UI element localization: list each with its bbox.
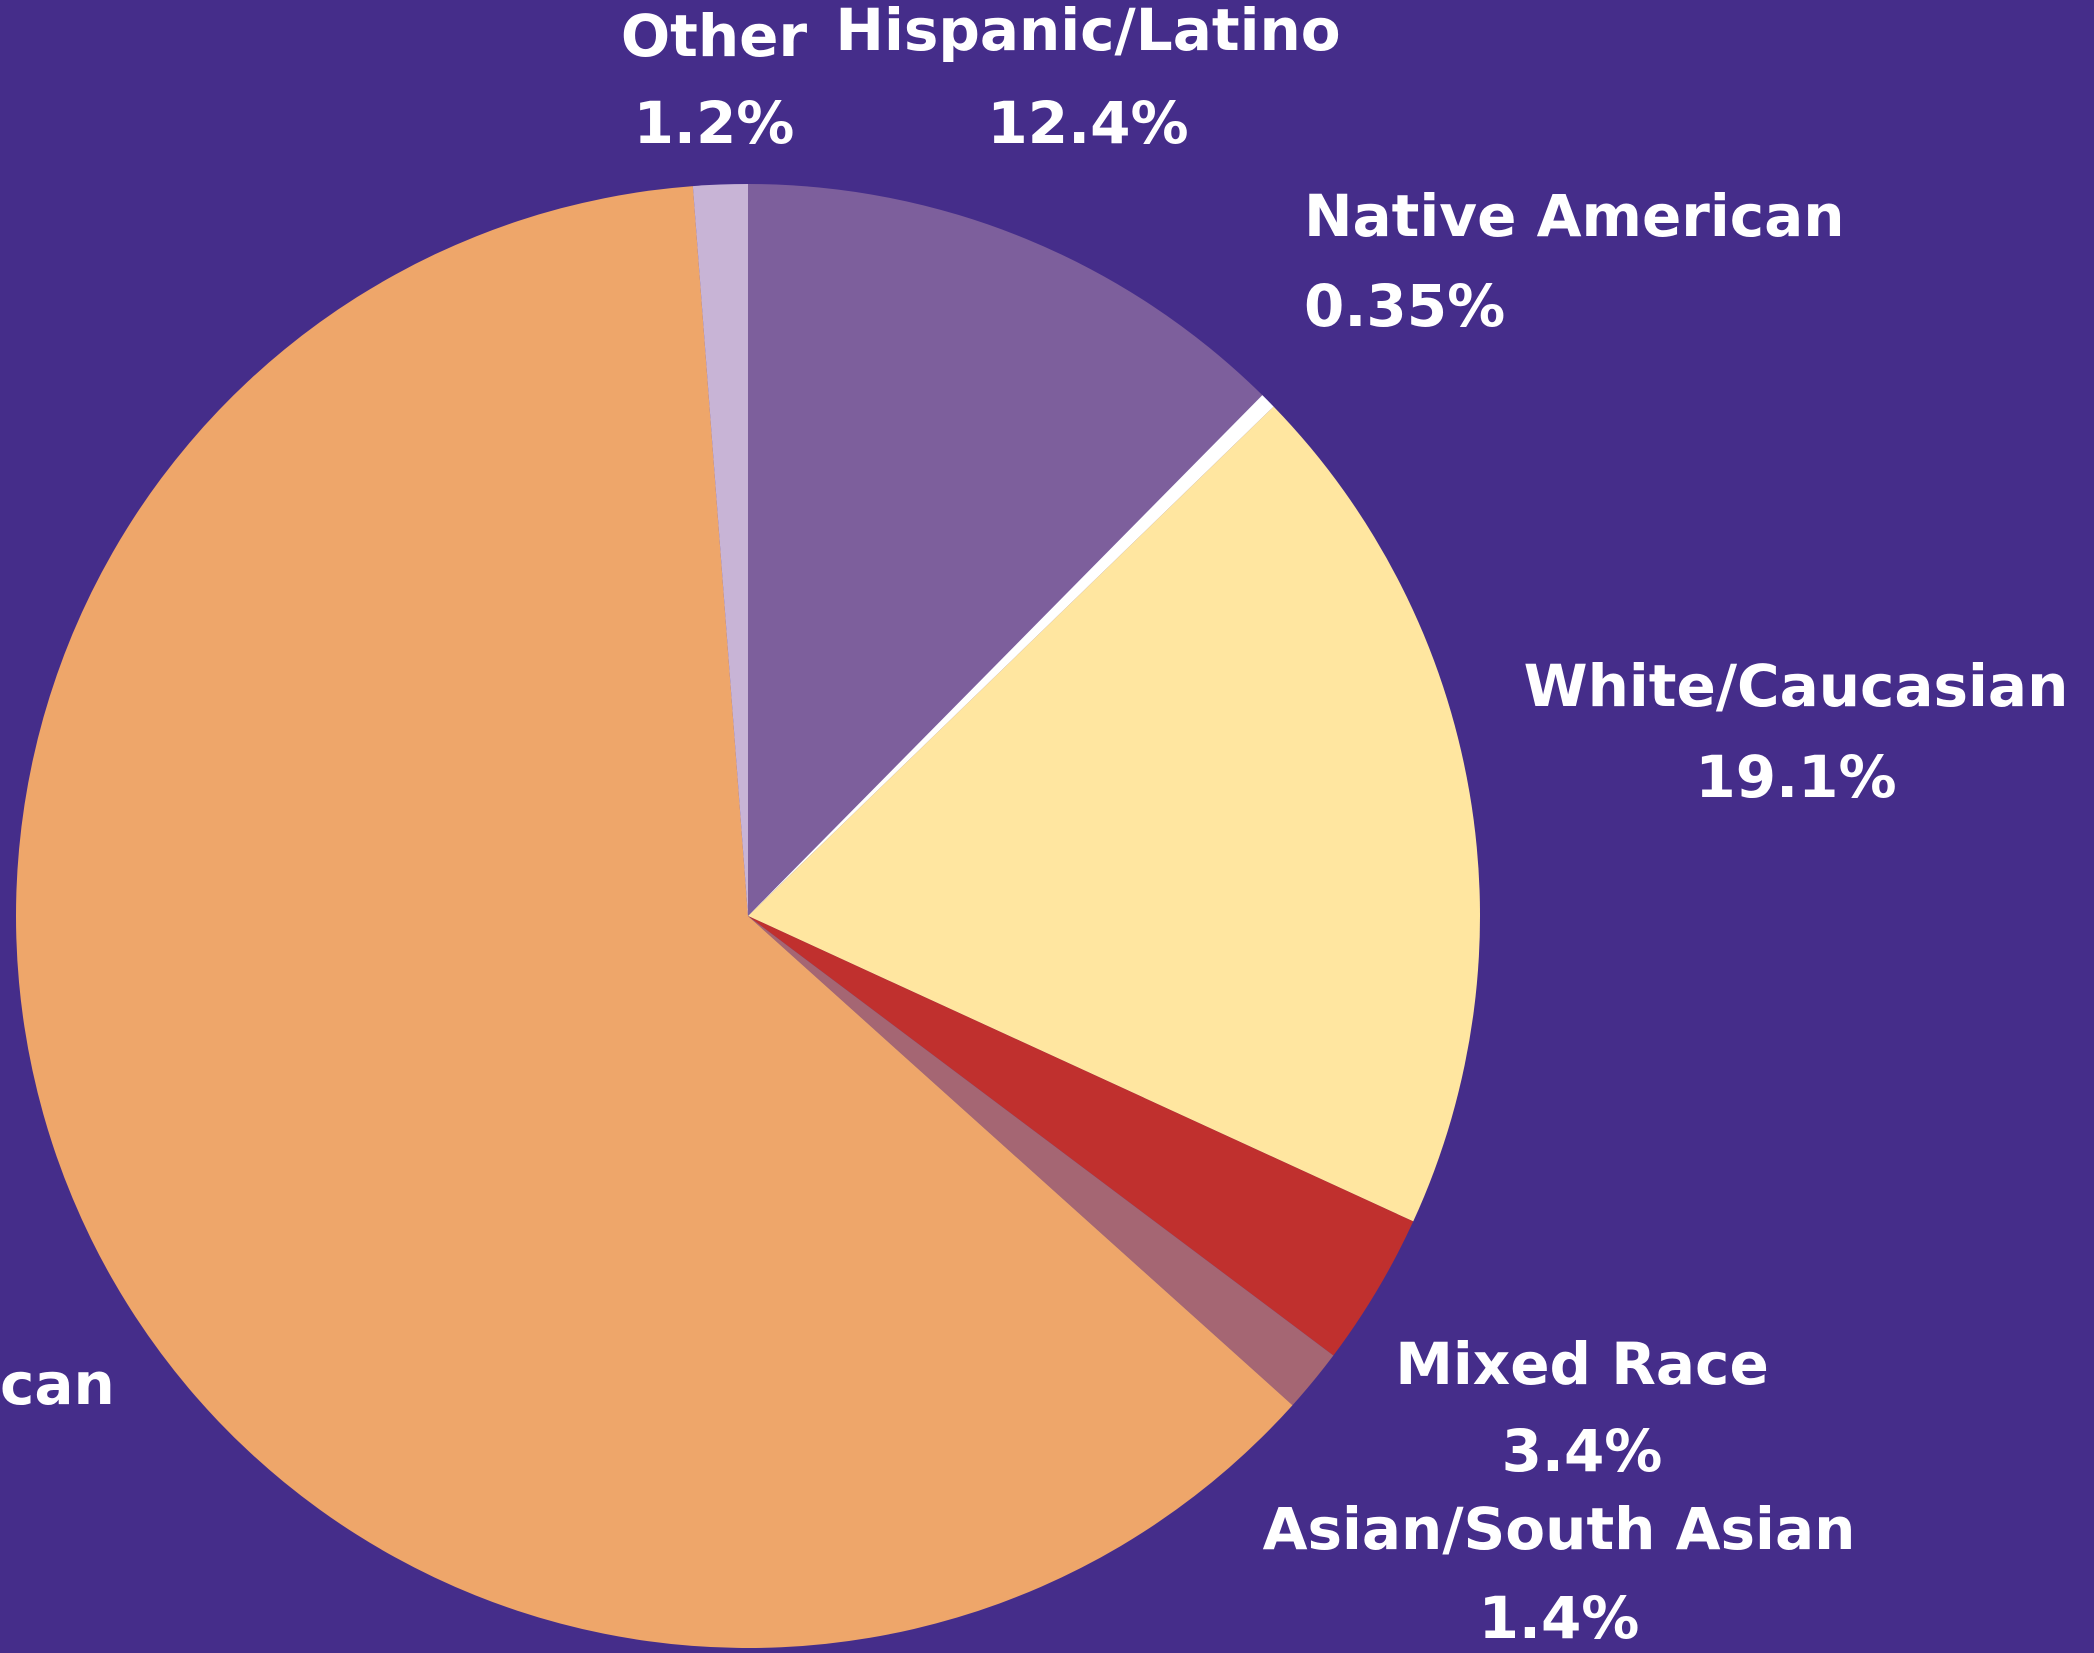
slice-label: can [0,1350,115,1418]
value-label: 0.35% [1304,272,1505,340]
slice-label: Other [621,2,808,70]
pie-slice [748,184,1263,916]
pie-slice [692,184,748,916]
pie-slice [748,916,1334,1406]
pie-slice [748,406,1480,1222]
slice-label: Hispanic/Latino [835,0,1340,64]
slice-label: Mixed Race [1395,1330,1769,1398]
slice-label: Asian/South Asian [1263,1495,1856,1563]
slice-label: Native American [1304,182,1845,250]
value-label: 12.4% [987,89,1188,157]
value-label: 19.1% [1695,743,1896,811]
pie-slice [748,916,1414,1356]
slice-label: White/Caucasian [1524,652,2069,720]
pie-slice [748,395,1274,916]
value-label: 1.2% [634,89,795,157]
value-label: 1.4% [1479,1584,1640,1652]
pie-slice [15,186,1293,1648]
value-label: 3.4% [1502,1417,1663,1485]
